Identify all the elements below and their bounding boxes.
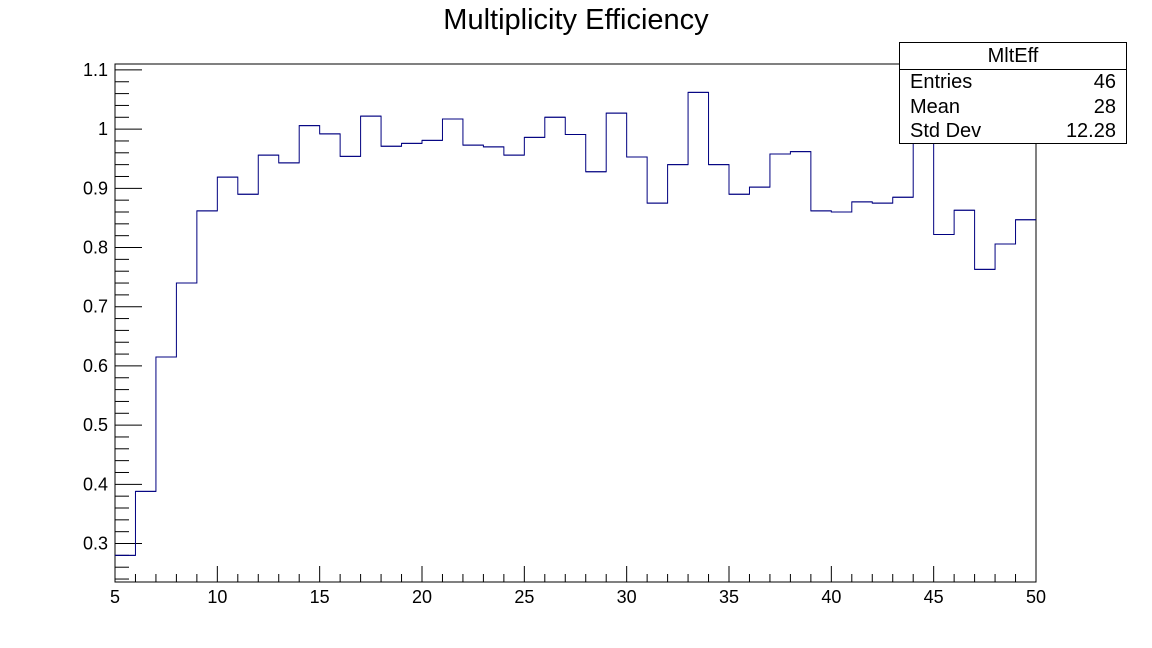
plot-frame — [114, 63, 1037, 583]
stats-label: Entries — [910, 71, 973, 93]
chart-title: Multiplicity Efficiency — [443, 4, 709, 36]
x-axis-ticks — [114, 566, 1037, 582]
histogram-outline — [115, 91, 1036, 556]
y-tick-label: 0.9 — [83, 178, 108, 198]
x-tick-label: 10 — [207, 587, 227, 607]
y-tick-label: 0.7 — [83, 297, 108, 317]
stats-row-entries: Entries 46 — [900, 70, 1126, 95]
x-tick-label: 30 — [617, 587, 637, 607]
x-tick-label: 25 — [514, 587, 534, 607]
y-tick-label: 1 — [98, 119, 108, 139]
y-tick-label: 0.6 — [83, 356, 108, 376]
x-axis-labels: 5 10 15 20 25 30 35 40 45 50 — [110, 587, 1046, 607]
x-tick-label: 5 — [110, 587, 120, 607]
y-axis-labels: 0.3 0.4 0.5 0.6 0.7 0.8 0.9 1 1.1 — [83, 60, 108, 554]
x-tick-label: 15 — [310, 587, 330, 607]
x-tick-label: 50 — [1026, 587, 1046, 607]
stats-value: 12.28 — [1065, 120, 1116, 142]
y-axis-ticks — [115, 69, 142, 580]
stats-box: MltEff Entries 46 Mean 28 Std Dev 12.28 — [899, 42, 1127, 144]
histogram-bins — [115, 91, 1036, 556]
y-tick-label: 0.5 — [83, 415, 108, 435]
x-tick-label: 40 — [821, 587, 841, 607]
y-tick-label: 0.4 — [83, 474, 108, 494]
stats-box-name: MltEff — [900, 43, 1126, 70]
stats-value: 46 — [1093, 71, 1116, 93]
x-tick-label: 20 — [412, 587, 432, 607]
stats-value: 28 — [1093, 95, 1116, 118]
stats-row-mean: Mean 28 — [900, 95, 1126, 120]
y-tick-label: 1.1 — [83, 60, 108, 80]
y-tick-label: 0.8 — [83, 238, 108, 258]
x-tick-label: 35 — [719, 587, 739, 607]
stats-row-std-dev: Std Dev 12.28 — [900, 119, 1126, 144]
stats-label: Std Dev — [910, 120, 982, 142]
y-tick-label: 0.3 — [83, 534, 108, 554]
x-tick-label: 45 — [924, 587, 944, 607]
stats-label: Mean — [910, 95, 961, 118]
